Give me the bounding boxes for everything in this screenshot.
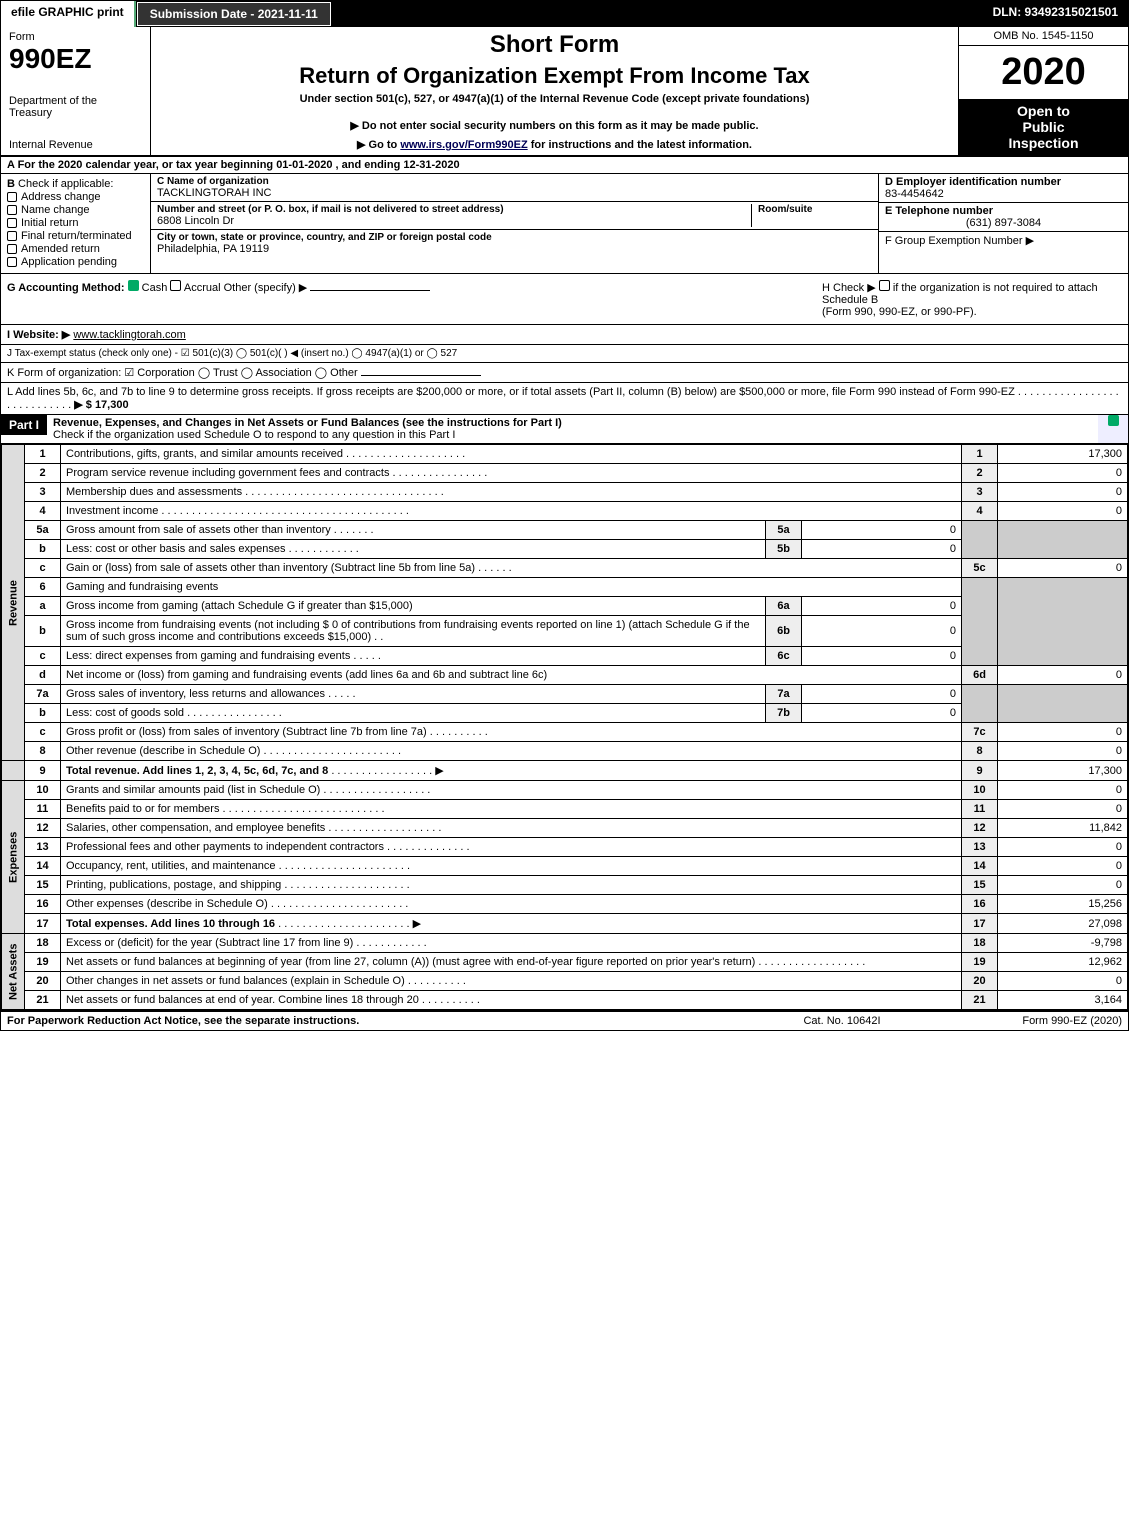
row-i-website: I Website: ▶ www.tacklingtorah.com	[1, 325, 1128, 345]
form-header: Form 990EZ Department of the Treasury In…	[1, 27, 1128, 157]
chk-address-change[interactable]: Address change	[7, 191, 144, 203]
chk-application-pending[interactable]: Application pending	[7, 256, 144, 268]
section-bcd: B Check if applicable: Address change Na…	[1, 174, 1128, 274]
phone-label: E Telephone number	[885, 205, 1122, 217]
row-k-org-form: K Form of organization: ☑ Corporation ◯ …	[1, 363, 1128, 383]
org-name-label: C Name of organization	[157, 176, 872, 187]
form-number: 990EZ	[9, 43, 142, 75]
chk-cash[interactable]	[128, 280, 139, 291]
lines-table: Revenue 1Contributions, gifts, grants, a…	[1, 444, 1128, 1010]
part-i-header: Part I Revenue, Expenses, and Changes in…	[1, 415, 1128, 444]
room-label: Room/suite	[758, 204, 872, 215]
topbar: efile GRAPHIC print Submission Date - 20…	[1, 1, 1128, 27]
form-title: Return of Organization Exempt From Incom…	[159, 63, 950, 89]
sidebar-net-assets: Net Assets	[2, 934, 25, 1010]
short-form-title: Short Form	[159, 31, 950, 59]
form-subtitle: Under section 501(c), 527, or 4947(a)(1)…	[159, 93, 950, 105]
city-state-zip: Philadelphia, PA 19119	[157, 243, 872, 255]
chk-schedule-o[interactable]	[1108, 415, 1119, 426]
row-j-tax-exempt: J Tax-exempt status (check only one) - ☑…	[1, 345, 1128, 363]
row-a-tax-year: A For the 2020 calendar year, or tax yea…	[1, 157, 1128, 174]
dln: DLN: 93492315021501	[983, 1, 1128, 27]
irs-link[interactable]: www.irs.gov/Form990EZ	[400, 139, 527, 151]
ein-value: 83-4454642	[885, 188, 1122, 200]
sidebar-expenses: Expenses	[2, 781, 25, 934]
dept-treasury: Department of the Treasury	[9, 95, 142, 119]
street-address: 6808 Lincoln Dr	[157, 215, 745, 227]
form-label: Form	[9, 31, 142, 43]
group-exemption-label: F Group Exemption Number ▶	[885, 234, 1122, 247]
col-b-checkboxes: B Check if applicable: Address change Na…	[1, 174, 151, 273]
omb-number: OMB No. 1545-1150	[959, 27, 1128, 46]
cat-number: Cat. No. 10642I	[742, 1015, 942, 1027]
street-label: Number and street (or P. O. box, if mail…	[157, 204, 745, 215]
dept-irs: Internal Revenue	[9, 139, 142, 151]
ein-label: D Employer identification number	[885, 176, 1122, 188]
print-button[interactable]: efile GRAPHIC print	[1, 1, 136, 27]
open-inspection: Open to Public Inspection	[959, 99, 1128, 155]
phone-value: (631) 897-3084	[885, 217, 1122, 229]
chk-initial-return[interactable]: Initial return	[7, 217, 144, 229]
line-1-value: 17,300	[998, 445, 1128, 464]
row-l-gross-receipts: L Add lines 5b, 6c, and 7b to line 9 to …	[1, 383, 1128, 415]
ssn-warning: ▶ Do not enter social security numbers o…	[159, 119, 950, 132]
paperwork-notice: For Paperwork Reduction Act Notice, see …	[7, 1015, 742, 1027]
row-g-h: G Accounting Method: Cash Accrual Other …	[1, 274, 1128, 325]
submission-date: Submission Date - 2021-11-11	[137, 2, 331, 26]
line-1-desc: Contributions, gifts, grants, and simila…	[61, 445, 962, 464]
goto-instructions: ▶ Go to www.irs.gov/Form990EZ for instru…	[159, 138, 950, 151]
org-name: TACKLINGTORAH INC	[157, 187, 872, 199]
chk-name-change[interactable]: Name change	[7, 204, 144, 216]
chk-accrual[interactable]	[170, 280, 181, 291]
form-reference: Form 990-EZ (2020)	[942, 1015, 1122, 1027]
form-page: efile GRAPHIC print Submission Date - 20…	[0, 0, 1129, 1031]
chk-amended-return[interactable]: Amended return	[7, 243, 144, 255]
website-link[interactable]: www.tacklingtorah.com	[73, 329, 186, 341]
chk-final-return[interactable]: Final return/terminated	[7, 230, 144, 242]
chk-h[interactable]	[879, 280, 890, 291]
city-label: City or town, state or province, country…	[157, 232, 872, 243]
tax-year: 2020	[959, 46, 1128, 99]
sidebar-revenue: Revenue	[2, 445, 25, 761]
page-footer: For Paperwork Reduction Act Notice, see …	[1, 1010, 1128, 1030]
